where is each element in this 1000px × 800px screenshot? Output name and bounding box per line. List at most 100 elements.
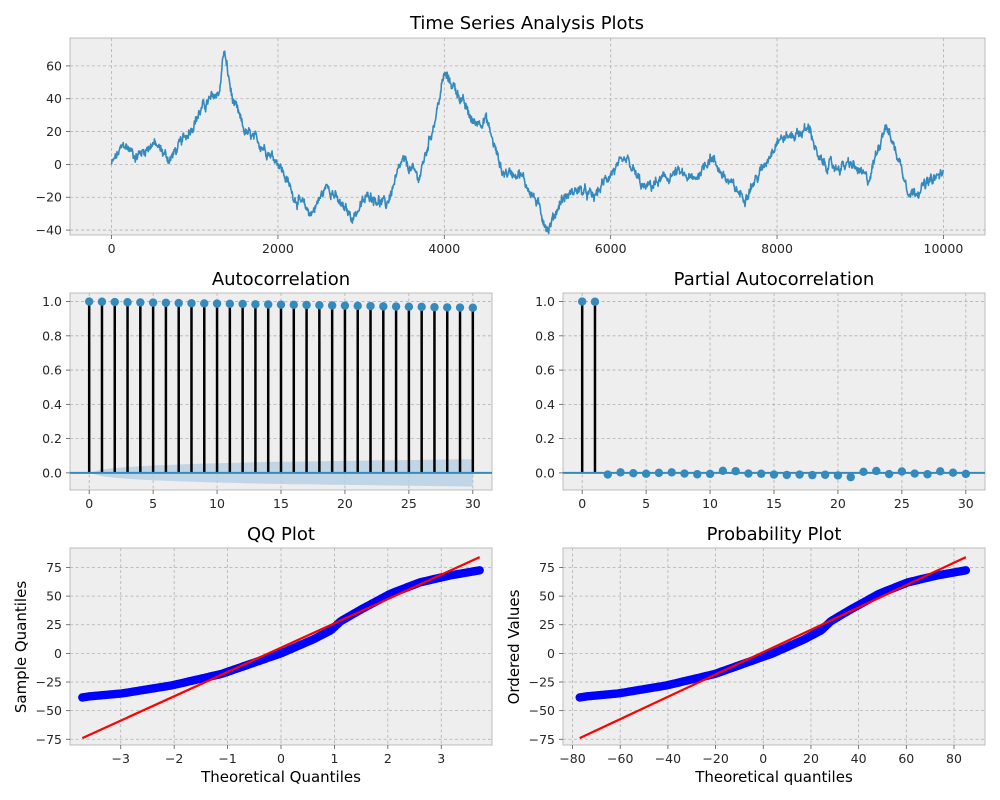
prob-ytick-label: −50 [529, 703, 555, 718]
pacf-point [744, 469, 753, 478]
pacf-point [654, 468, 664, 478]
acf-point [430, 303, 439, 312]
probability-title: Probability Plot [707, 524, 842, 545]
prob-xtick-label: −80 [559, 751, 585, 766]
pacf-ytick-label: 0.0 [535, 465, 555, 480]
prob-ytick-label: 0 [547, 646, 555, 661]
qq-point [475, 566, 484, 575]
qq-xtick-label: 3 [437, 751, 445, 766]
acf-point [174, 298, 183, 308]
acf-point [443, 303, 452, 312]
pacf-point [629, 469, 638, 478]
pacf-ytick-label: 0.8 [535, 328, 555, 343]
pacf-point [820, 470, 830, 479]
qq-xtick-label: 0 [277, 751, 285, 766]
pacf-point [936, 467, 945, 476]
qq-ytick-label: 50 [46, 589, 62, 604]
prob-ytick-label: 50 [539, 589, 555, 604]
pacf-point [795, 470, 804, 479]
acf-point [302, 300, 311, 310]
prob-ytick-label: 75 [539, 560, 555, 575]
acf-point [97, 297, 107, 306]
prob-ytick-label: −25 [529, 675, 555, 690]
acf-ytick-label: 0.0 [42, 465, 62, 480]
prob-xtick-label: 80 [946, 751, 962, 766]
pacf-point [910, 469, 919, 478]
pacf-point [693, 470, 702, 479]
acf-point [161, 298, 171, 307]
acf-point [212, 299, 222, 308]
prob-point [961, 566, 971, 575]
qq-ytick-label: 75 [46, 560, 62, 575]
pacf-xtick-label: 10 [702, 496, 718, 511]
pacf-point [923, 470, 932, 479]
acf-point [187, 299, 196, 308]
prob-xtick-label: −20 [702, 751, 728, 766]
qq-ytick-label: 0 [54, 646, 62, 661]
qq-ylabel: Sample Quantiles [12, 581, 30, 713]
ts-ytick-label: 20 [46, 124, 62, 139]
pacf-ytick-label: 1.0 [535, 294, 555, 309]
acf-point [289, 300, 298, 310]
pacf-xtick-label: 0 [578, 496, 586, 511]
pacf-panel: 0 5 10 15 20 25 30 0.0 0.2 0.4 0.6 0.8 1.0 Partial A… [535, 269, 986, 511]
pacf-point [641, 469, 651, 478]
ts-ytick-label: 60 [46, 58, 62, 73]
acf-point [276, 300, 286, 309]
prob-xtick-label: 0 [759, 751, 767, 766]
probability-panel: −80 −60 −40 −20 0 20 40 60 80 −75 −50 −25 0 25 50 75 Pr… [505, 524, 986, 786]
prob-ytick-label: 25 [539, 617, 555, 632]
qq-ytick-label: −25 [36, 675, 62, 690]
ts-ytick-label: 40 [46, 91, 62, 106]
acf-point [123, 298, 132, 307]
acf-point [327, 301, 337, 310]
acf-ytick-label: 0.2 [42, 431, 62, 446]
acf-point [455, 303, 465, 312]
ts-xtick-label: 6000 [595, 241, 627, 256]
qq-xtick-label: −2 [165, 751, 183, 766]
acf-point [391, 302, 401, 311]
pacf-point [961, 469, 971, 479]
prob-xtick-label: 40 [851, 751, 867, 766]
qq-xtick-label: −1 [218, 751, 236, 766]
ts-ytick-label: −20 [36, 190, 62, 205]
ts-ytick-label: −40 [36, 223, 62, 238]
probability-xlabel: Theoretical quantiles [694, 768, 853, 786]
prob-ytick-label: −75 [529, 732, 555, 747]
pacf-point [680, 469, 689, 478]
pacf-point [846, 472, 855, 482]
acf-point [264, 300, 273, 309]
pacf-point [859, 467, 868, 477]
pacf-xtick-label: 20 [830, 496, 846, 511]
qq-panel: −3 −2 −1 0 1 2 3 −75 −50 −25 0 25 50 75 QQ Plot Theor… [12, 524, 493, 786]
pacf-point [590, 297, 600, 306]
acf-point [148, 298, 158, 307]
ts-ytick-label: 0 [54, 157, 62, 172]
prob-xtick-label: −40 [655, 751, 681, 766]
pacf-ytick-label: 0.4 [535, 397, 555, 412]
pacf-ytick-label: 0.6 [535, 363, 555, 378]
pacf-xtick-label: 15 [766, 496, 782, 511]
acf-ytick-label: 0.4 [42, 397, 62, 412]
acf-point [200, 299, 209, 308]
prob-xtick-label: −60 [607, 751, 633, 766]
time-series-panel: 0 2000 4000 6000 8000 10000 −40 −20 0 20 40 60 Time… [36, 13, 986, 256]
pacf-ytick-label: 0.2 [535, 431, 555, 446]
ts-xtick-label: 8000 [761, 241, 793, 256]
prob-xtick-label: 60 [898, 751, 914, 766]
pacf-point [718, 466, 728, 476]
pacf-title: Partial Autocorrelation [674, 269, 875, 290]
pacf-point [667, 468, 676, 477]
acf-point [225, 299, 235, 308]
qq-title: QQ Plot [247, 524, 315, 545]
qq-fit-line [81, 556, 481, 740]
qq-xtick-label: 2 [384, 751, 392, 766]
acf-ytick-label: 0.8 [42, 328, 62, 343]
ts-xtick-label: 0 [108, 241, 116, 256]
acf-panel: 0 5 10 15 20 25 30 0.0 0.2 0.4 0.6 0.8 1.0 Autocorre… [42, 269, 493, 511]
pacf-point [769, 470, 779, 479]
qq-xlabel: Theoretical Quantiles [200, 768, 361, 786]
acf-xtick-label: 25 [401, 496, 417, 511]
acf-point [417, 302, 426, 312]
